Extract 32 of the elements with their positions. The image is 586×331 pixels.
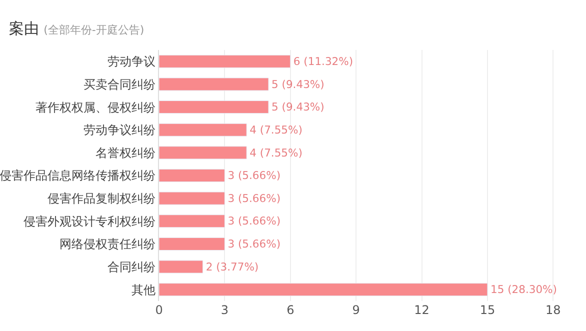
- y-tick-label: 名誉权纠纷: [96, 146, 156, 160]
- data-label: 15 (28.30%): [490, 283, 557, 296]
- data-label: 3 (5.66%): [228, 214, 281, 228]
- text: 案由: [8, 20, 39, 38]
- data-label: 5 (9.43%): [272, 100, 324, 114]
- x-tick-label: 12: [414, 303, 430, 317]
- data-label: 2 (3.77%): [206, 260, 259, 274]
- data-label: 3 (5.66%): [228, 169, 281, 182]
- data-label: 4 (7.55%): [250, 146, 302, 160]
- y-tick-label: 劳动争议: [108, 54, 156, 69]
- y-tick-label: 侵害作品信息网络传播权纠纷: [0, 168, 156, 183]
- y-tick-label: 其他: [132, 282, 156, 297]
- x-tick-label: 3: [220, 303, 229, 317]
- data-label: 4 (7.55%): [250, 123, 302, 136]
- y-tick-label: 买卖合同纠纷: [84, 77, 156, 92]
- bar: [159, 260, 204, 274]
- y-tick-label: 网络侵权责任纠纷: [60, 237, 156, 252]
- data-label: 3 (5.66%): [228, 238, 281, 251]
- x-tick-label: 6: [286, 303, 294, 317]
- y-tick-label: 侵害外观设计专利权纠纷: [24, 214, 156, 228]
- y-tick-label: 侵害作品复制权纠纷: [48, 192, 156, 206]
- data-label: 3 (5.66%): [228, 192, 281, 205]
- x-tick-label: 9: [352, 303, 360, 317]
- chart-subtitle: (全部年份-开庭公告): [44, 24, 144, 37]
- data-label: 6 (11.32%): [293, 54, 354, 68]
- y-tick-label: 劳动争议纠纷: [84, 123, 156, 138]
- x-tick-label: 15: [480, 303, 496, 317]
- x-tick-label: 0: [155, 303, 163, 317]
- data-label: 5 (9.43%): [272, 78, 324, 91]
- y-tick-label: 合同纠纷: [108, 260, 156, 274]
- y-tick-label: 著作权权属、侵权纠纷: [36, 100, 156, 114]
- x-tick-label: 18: [546, 303, 561, 317]
